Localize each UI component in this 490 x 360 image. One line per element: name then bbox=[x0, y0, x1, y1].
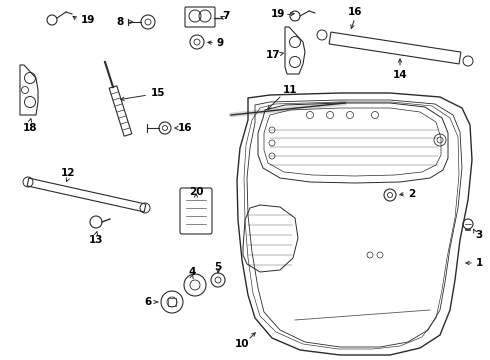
Text: 5: 5 bbox=[215, 262, 221, 272]
Bar bbox=[168, 298, 176, 306]
Text: 14: 14 bbox=[392, 70, 407, 80]
Text: 20: 20 bbox=[189, 187, 203, 197]
Text: 7: 7 bbox=[222, 11, 230, 21]
Text: 2: 2 bbox=[408, 189, 416, 199]
Text: 4: 4 bbox=[188, 267, 196, 277]
Text: 11: 11 bbox=[283, 85, 297, 95]
Text: 3: 3 bbox=[475, 230, 483, 240]
Text: 6: 6 bbox=[145, 297, 151, 307]
Text: 19: 19 bbox=[271, 9, 285, 19]
Text: 16: 16 bbox=[178, 123, 192, 133]
Text: 12: 12 bbox=[61, 168, 75, 178]
Text: 10: 10 bbox=[235, 339, 249, 349]
Text: 15: 15 bbox=[151, 88, 165, 98]
Text: 1: 1 bbox=[475, 258, 483, 268]
Text: 13: 13 bbox=[89, 235, 103, 245]
Text: 18: 18 bbox=[23, 123, 37, 133]
Text: 16: 16 bbox=[348, 7, 362, 17]
Text: 17: 17 bbox=[266, 50, 280, 60]
Text: 9: 9 bbox=[217, 38, 223, 48]
Text: 19: 19 bbox=[81, 15, 95, 25]
Text: 8: 8 bbox=[117, 17, 123, 27]
